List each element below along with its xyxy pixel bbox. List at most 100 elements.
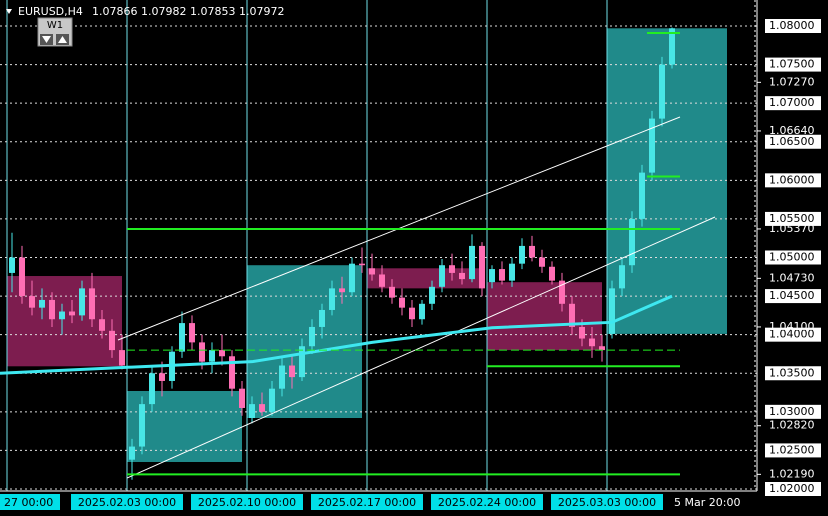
y-tick-label: 1.02820 xyxy=(769,419,815,432)
candle-body xyxy=(659,64,665,119)
candle-body xyxy=(469,245,475,280)
candle-body xyxy=(199,342,205,362)
candle-body xyxy=(289,365,295,378)
y-tick-label: 1.04100 xyxy=(769,320,815,333)
candle-body xyxy=(159,373,165,381)
candle-body xyxy=(209,350,215,362)
candle-body xyxy=(539,257,545,267)
candle-body xyxy=(79,288,85,316)
candle-body xyxy=(349,263,355,293)
level-label-bg xyxy=(765,327,821,342)
candle-body xyxy=(599,346,605,351)
level-label: 1.02000 xyxy=(769,482,815,495)
candle-body xyxy=(609,288,615,334)
channel-lower xyxy=(126,216,716,479)
candle-body xyxy=(509,263,515,281)
level-label-bg xyxy=(765,482,821,496)
x-label: 2025.03.03 00:00 xyxy=(558,496,656,509)
candle-body xyxy=(59,311,65,320)
candle-body xyxy=(189,323,195,343)
candle-body xyxy=(429,286,435,304)
candle-body xyxy=(219,350,225,357)
candle-body xyxy=(29,296,35,308)
weekly-box xyxy=(367,268,482,289)
x-label-bg xyxy=(551,494,663,510)
up-arrow xyxy=(58,36,67,43)
level-label: 1.04500 xyxy=(769,289,815,302)
level-label: 1.05500 xyxy=(769,212,815,225)
candle-body xyxy=(309,326,315,347)
level-label: 1.06000 xyxy=(769,173,815,186)
candle-body xyxy=(399,297,405,308)
cursor-time: 5 Mar 20:00 xyxy=(674,496,740,509)
candle-body xyxy=(569,303,575,327)
level-label-bg xyxy=(765,57,821,72)
candle-body xyxy=(369,268,375,275)
x-label-bg xyxy=(431,494,543,510)
candle-body xyxy=(269,388,275,412)
candle-body xyxy=(389,286,395,298)
level-label: 1.03500 xyxy=(769,366,815,379)
candle-body xyxy=(329,288,335,310)
level-label-bg xyxy=(765,134,821,149)
axes: 1.08000 1.07500 1.07000 1.06500 1.06000 1.055… xyxy=(0,19,821,510)
candles xyxy=(9,27,675,480)
candle-body xyxy=(19,257,25,297)
candle-body xyxy=(669,28,675,65)
candle-body xyxy=(559,280,565,304)
candle-body xyxy=(479,245,485,289)
candle-body xyxy=(119,350,125,366)
candle-body xyxy=(179,323,185,352)
candle-body xyxy=(499,269,505,281)
y-tick-label: 1.04730 xyxy=(769,271,815,284)
candle-body xyxy=(489,269,495,283)
level-label: 1.08000 xyxy=(769,19,815,32)
candle-body xyxy=(529,245,535,258)
candle-body xyxy=(419,303,425,320)
moving-average xyxy=(0,294,673,375)
candle-body xyxy=(229,356,235,389)
menu-arrow[interactable] xyxy=(6,9,12,14)
x-label-bg xyxy=(311,494,423,510)
y-tick-label: 1.02190 xyxy=(769,467,815,480)
candle-body xyxy=(9,257,15,273)
candle-body xyxy=(69,311,75,316)
level-label-bg xyxy=(765,96,821,111)
quote: 1.07866 1.07982 1.07853 1.07972 xyxy=(92,5,284,18)
candle-body xyxy=(89,288,95,320)
candle-body xyxy=(39,299,45,308)
level-label-bg xyxy=(765,366,821,381)
level-label-bg xyxy=(765,289,821,304)
x-label-bg xyxy=(0,494,60,510)
candle-body xyxy=(449,265,455,273)
candle-body xyxy=(319,309,325,327)
candle-body xyxy=(49,299,55,320)
candle-body xyxy=(279,365,285,389)
candle-body xyxy=(629,218,635,266)
level-label: 1.07500 xyxy=(769,58,815,71)
y-tick-label: 1.05370 xyxy=(769,222,815,235)
candle-body xyxy=(249,404,255,419)
candle-body xyxy=(619,265,625,289)
level-label: 1.07000 xyxy=(769,96,815,109)
level-label-bg xyxy=(765,211,821,226)
candle-body xyxy=(259,404,265,412)
level-label: 1.04000 xyxy=(769,328,815,341)
level-label-bg xyxy=(765,173,821,188)
candle-body xyxy=(139,404,145,447)
candle-body xyxy=(519,245,525,264)
level-label: 1.06500 xyxy=(769,135,815,148)
x-label-bg xyxy=(191,494,303,510)
weekly-box xyxy=(487,282,602,351)
level-label: 1.02500 xyxy=(769,443,815,456)
weekly-box xyxy=(247,265,362,419)
level-label-bg xyxy=(765,19,821,33)
x-label-bg xyxy=(71,494,183,510)
candle-body xyxy=(239,388,245,408)
level-label: 1.05000 xyxy=(769,251,815,264)
candle-body xyxy=(579,326,585,339)
x-label: 2025.02.17 00:00 xyxy=(318,496,416,509)
level-label-bg xyxy=(765,443,821,458)
candle-body xyxy=(409,307,415,320)
x-label: 27 00:00 xyxy=(4,496,53,509)
